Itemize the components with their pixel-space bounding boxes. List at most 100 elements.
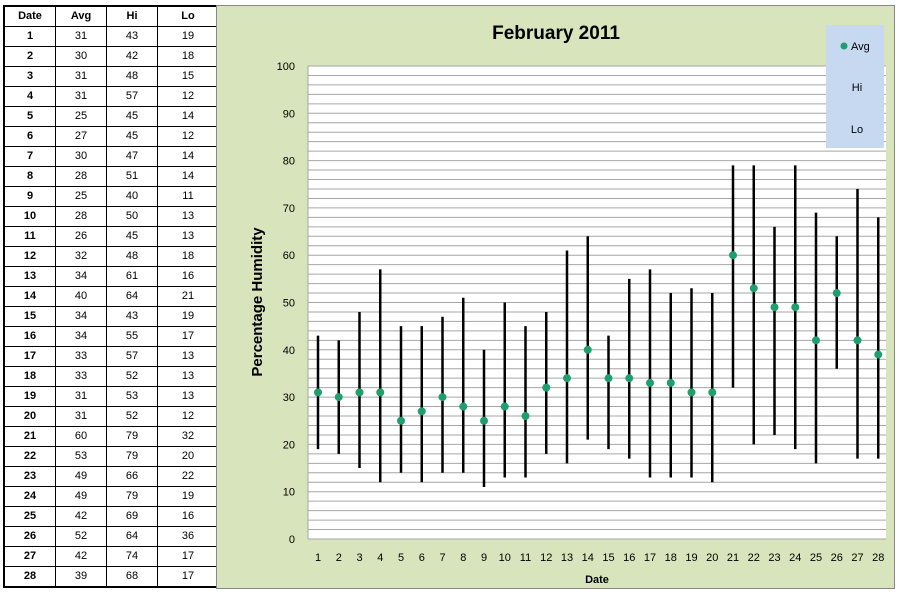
cell-lo[interactable]: 13 (157, 206, 220, 227)
cell-avg[interactable]: 31 (55, 26, 107, 47)
cell-lo[interactable]: 12 (157, 86, 220, 107)
cell-date[interactable]: 7 (3, 146, 56, 167)
cell-avg[interactable]: 42 (55, 546, 107, 567)
cell-hi[interactable]: 79 (106, 446, 158, 467)
cell-hi[interactable]: 40 (106, 186, 158, 207)
cell-lo[interactable]: 13 (157, 386, 220, 407)
cell-lo[interactable]: 18 (157, 46, 220, 67)
header-avg[interactable]: Avg (55, 5, 107, 27)
avg-marker[interactable] (314, 388, 322, 397)
cell-hi[interactable]: 45 (106, 226, 158, 247)
cell-date[interactable]: 13 (3, 266, 56, 287)
avg-marker[interactable] (438, 393, 447, 402)
cell-lo[interactable]: 18 (157, 246, 220, 267)
cell-date[interactable]: 6 (3, 126, 56, 147)
cell-lo[interactable]: 12 (157, 406, 220, 427)
cell-hi[interactable]: 64 (106, 286, 158, 307)
cell-date[interactable]: 20 (3, 406, 56, 427)
avg-marker[interactable] (521, 412, 530, 421)
cell-hi[interactable]: 57 (106, 346, 158, 367)
avg-marker[interactable] (666, 378, 675, 387)
cell-avg[interactable]: 26 (55, 226, 107, 247)
cell-date[interactable]: 23 (3, 466, 56, 487)
cell-date[interactable]: 28 (3, 566, 56, 588)
cell-date[interactable]: 14 (3, 286, 56, 307)
cell-lo[interactable]: 16 (157, 506, 220, 527)
cell-hi[interactable]: 52 (106, 366, 158, 387)
avg-marker[interactable] (334, 393, 343, 402)
cell-lo[interactable]: 14 (157, 146, 220, 167)
cell-date[interactable]: 5 (3, 106, 56, 127)
cell-avg[interactable]: 27 (55, 126, 107, 147)
cell-avg[interactable]: 34 (55, 306, 107, 327)
legend[interactable]: Avg Hi Lo (826, 25, 884, 148)
header-lo[interactable]: Lo (157, 5, 220, 27)
cell-lo[interactable]: 15 (157, 66, 220, 87)
avg-marker[interactable] (459, 402, 468, 411)
cell-lo[interactable]: 11 (157, 186, 220, 207)
cell-avg[interactable]: 52 (55, 526, 107, 547)
cell-avg[interactable]: 33 (55, 366, 107, 387)
cell-hi[interactable]: 43 (106, 306, 158, 327)
cell-date[interactable]: 2 (3, 46, 56, 67)
cell-avg[interactable]: 31 (55, 386, 107, 407)
cell-lo[interactable]: 19 (157, 306, 220, 327)
cell-avg[interactable]: 42 (55, 506, 107, 527)
cell-hi[interactable]: 43 (106, 26, 158, 47)
cell-lo[interactable]: 32 (157, 426, 220, 447)
header-date[interactable]: Date (3, 5, 56, 27)
cell-date[interactable]: 15 (3, 306, 56, 327)
cell-date[interactable]: 22 (3, 446, 56, 467)
avg-marker[interactable] (708, 388, 717, 397)
cell-date[interactable]: 9 (3, 186, 56, 207)
cell-date[interactable]: 8 (3, 166, 56, 187)
cell-date[interactable]: 1 (3, 26, 56, 47)
cell-hi[interactable]: 66 (106, 466, 158, 487)
cell-avg[interactable]: 31 (55, 86, 107, 107)
cell-hi[interactable]: 79 (106, 426, 158, 447)
avg-marker[interactable] (853, 336, 862, 345)
cell-hi[interactable]: 64 (106, 526, 158, 547)
cell-date[interactable]: 17 (3, 346, 56, 367)
avg-marker[interactable] (625, 374, 634, 383)
cell-hi[interactable]: 55 (106, 326, 158, 347)
cell-avg[interactable]: 28 (55, 166, 107, 187)
cell-lo[interactable]: 14 (157, 166, 220, 187)
avg-marker[interactable] (729, 251, 737, 260)
cell-avg[interactable]: 31 (55, 66, 107, 87)
cell-hi[interactable]: 47 (106, 146, 158, 167)
cell-avg[interactable]: 60 (55, 426, 107, 447)
cell-hi[interactable]: 42 (106, 46, 158, 67)
cell-date[interactable]: 10 (3, 206, 56, 227)
cell-lo[interactable]: 19 (157, 26, 220, 47)
cell-hi[interactable]: 45 (106, 126, 158, 147)
cell-date[interactable]: 3 (3, 66, 56, 87)
avg-marker[interactable] (480, 416, 488, 425)
cell-lo[interactable]: 12 (157, 126, 220, 147)
cell-lo[interactable]: 17 (157, 566, 220, 588)
avg-marker[interactable] (583, 345, 592, 354)
avg-marker[interactable] (812, 336, 820, 345)
header-hi[interactable]: Hi (106, 5, 158, 27)
cell-avg[interactable]: 33 (55, 346, 107, 367)
cell-date[interactable]: 16 (3, 326, 56, 347)
cell-hi[interactable]: 79 (106, 486, 158, 507)
cell-avg[interactable]: 30 (55, 146, 107, 167)
cell-lo[interactable]: 14 (157, 106, 220, 127)
cell-hi[interactable]: 45 (106, 106, 158, 127)
cell-avg[interactable]: 53 (55, 446, 107, 467)
cell-lo[interactable]: 13 (157, 366, 220, 387)
avg-marker[interactable] (791, 303, 800, 312)
cell-hi[interactable]: 69 (106, 506, 158, 527)
avg-marker[interactable] (687, 388, 696, 397)
avg-marker[interactable] (604, 374, 613, 383)
avg-marker[interactable] (397, 416, 405, 425)
cell-hi[interactable]: 50 (106, 206, 158, 227)
cell-avg[interactable]: 25 (55, 106, 107, 127)
cell-date[interactable]: 19 (3, 386, 56, 407)
cell-hi[interactable]: 68 (106, 566, 158, 588)
cell-hi[interactable]: 48 (106, 66, 158, 87)
cell-date[interactable]: 11 (3, 226, 56, 247)
cell-avg[interactable]: 31 (55, 406, 107, 427)
